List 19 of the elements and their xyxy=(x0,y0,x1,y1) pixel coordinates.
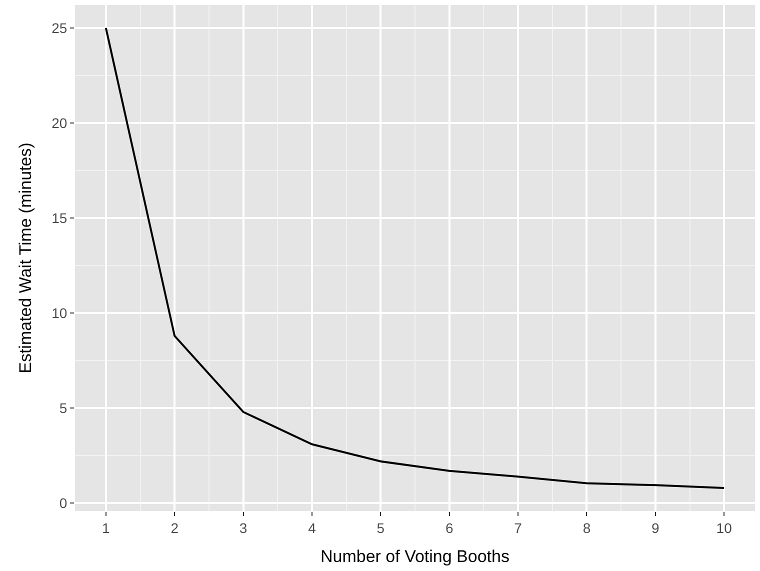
x-tick-label: 6 xyxy=(445,520,454,536)
x-tick-label: 4 xyxy=(308,520,316,536)
x-tick-label: 9 xyxy=(652,520,660,536)
x-tick-label: 2 xyxy=(170,520,179,536)
y-axis-title: Estimated Wait Time (minutes) xyxy=(16,142,36,374)
line-series xyxy=(104,27,726,489)
y-tick-label: 25 xyxy=(52,20,68,36)
x-tick-label: 7 xyxy=(514,520,522,536)
x-tick-label: 5 xyxy=(376,520,385,536)
y-tick-label: 10 xyxy=(52,305,68,322)
x-tick-label: 10 xyxy=(716,520,732,536)
y-tick-label: 5 xyxy=(59,400,68,416)
y-tick-label: 20 xyxy=(52,114,68,131)
x-axis-title: Number of Voting Booths xyxy=(320,547,510,566)
x-tick-label: 8 xyxy=(582,520,591,536)
y-tick-label: 0 xyxy=(59,495,68,512)
x-tick-label: 3 xyxy=(239,520,248,536)
y-tick-label: 15 xyxy=(52,210,68,226)
x-tick-label: 1 xyxy=(102,520,110,536)
